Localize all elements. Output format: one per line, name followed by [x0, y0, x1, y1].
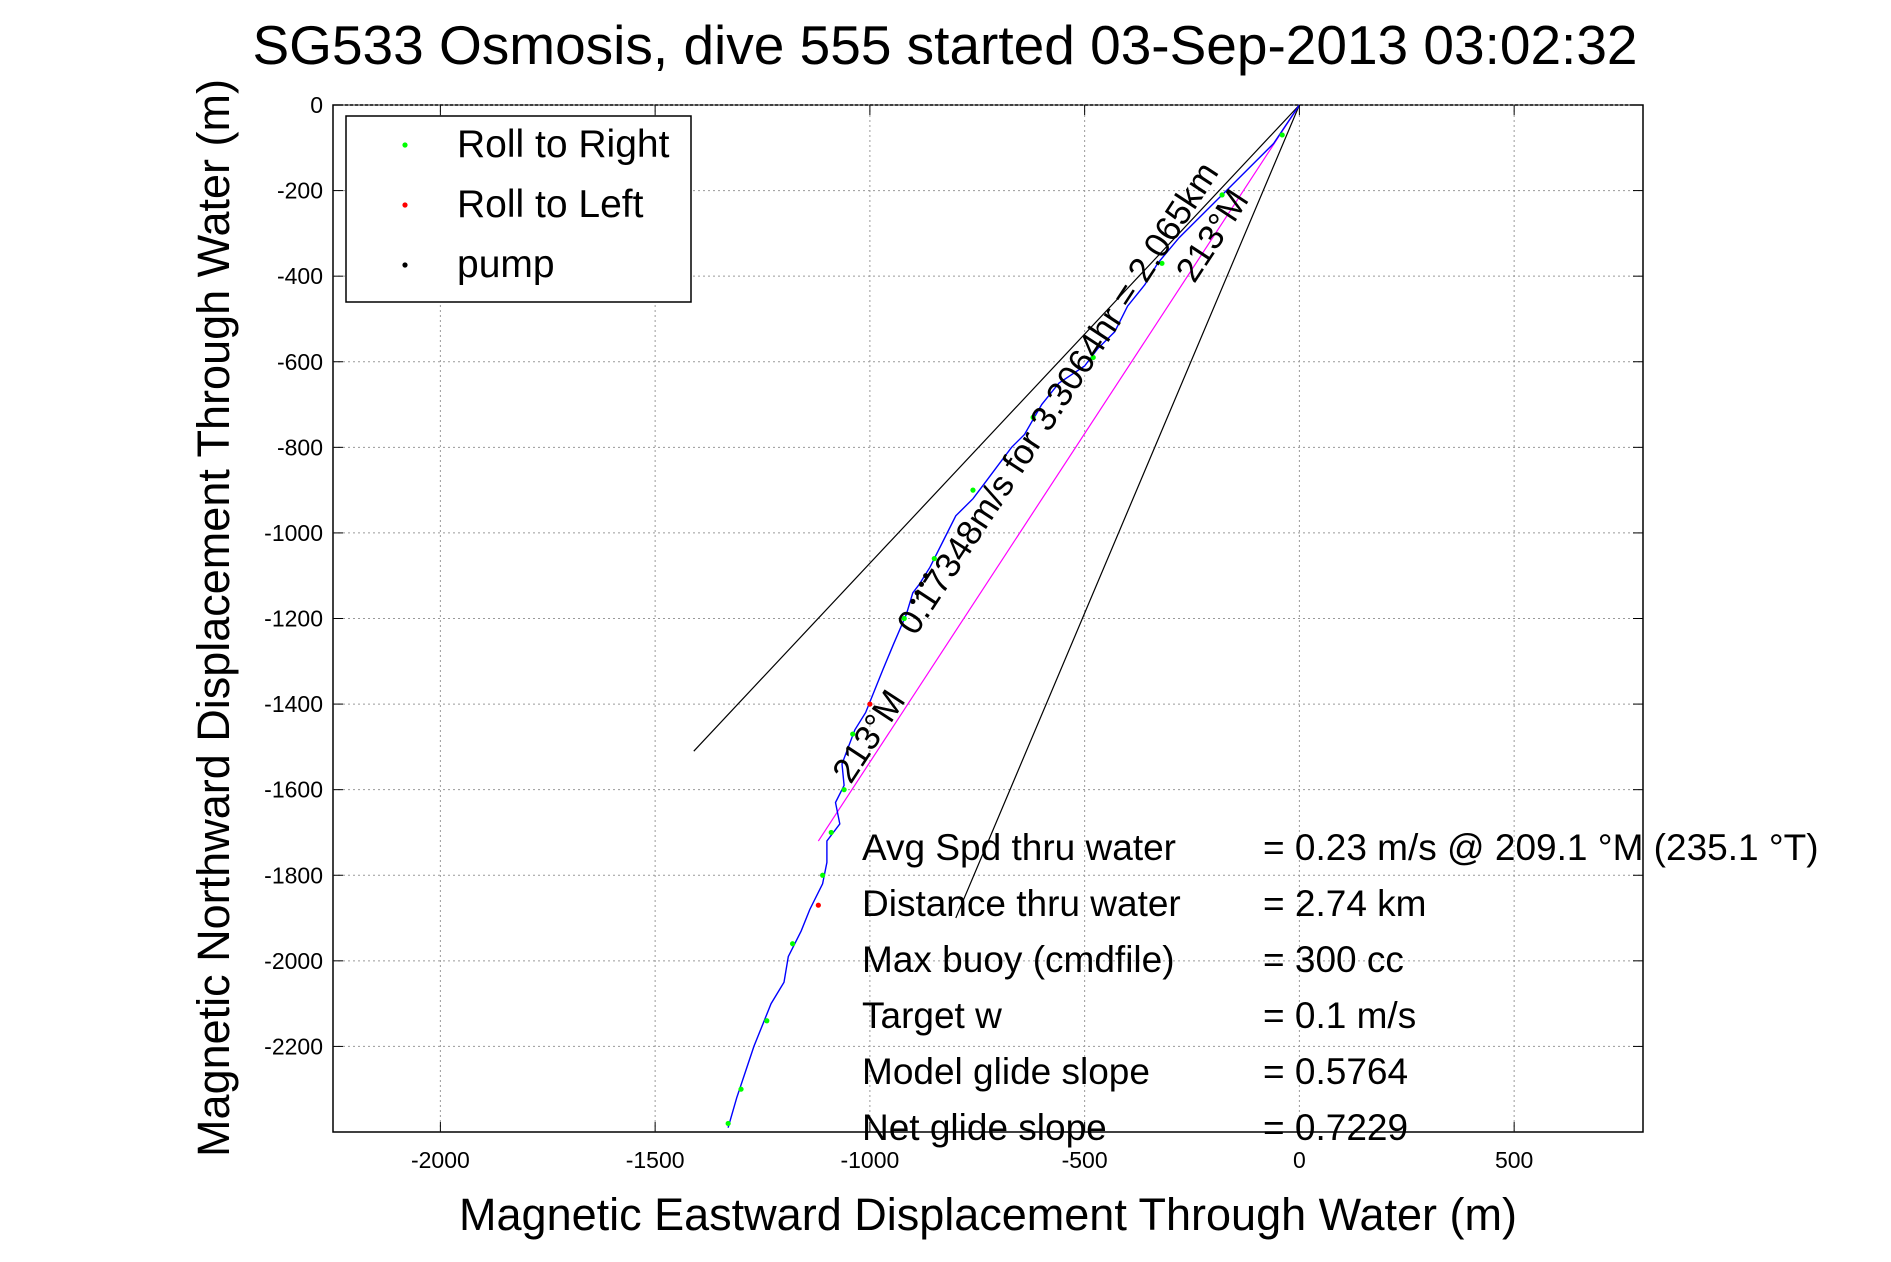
stat-value: = 0.7229 — [1263, 1107, 1408, 1148]
stat-label: Target w — [862, 995, 1002, 1036]
x-tick-label: 0 — [1293, 1147, 1306, 1173]
legend-entry: pump — [457, 243, 555, 286]
stat-value: = 0.5764 — [1263, 1051, 1408, 1092]
glider-track-line — [727, 104, 1300, 1128]
pump-point — [914, 590, 920, 596]
y-tick-label: -2000 — [264, 948, 323, 974]
roll-to-right-point — [1090, 354, 1096, 361]
roll-to-right-point — [901, 615, 907, 622]
y-tick-label: -1600 — [264, 777, 323, 803]
roll-to-right-point — [1030, 414, 1036, 420]
legend-marker — [402, 262, 408, 268]
legend-entry: Roll to Right — [457, 123, 670, 166]
pump-point — [918, 581, 925, 587]
roll-to-right-point — [931, 555, 937, 562]
stat-label: Max buoy (cmdfile) — [862, 939, 1175, 980]
current-line — [955, 104, 1300, 919]
y-axis-label: Magnetic Northward Displacement Through … — [188, 79, 239, 1157]
roll-to-right-point — [725, 1120, 731, 1127]
tick-layer: -2000 -1500 -1000 -500 0 500 0 -200 -400 -600 -800… — [264, 92, 1643, 1173]
x-tick-label: -2000 — [411, 1147, 470, 1173]
pump-point — [923, 573, 929, 579]
roll-to-right-point — [841, 787, 847, 793]
marker-layer — [725, 132, 1285, 1127]
stat-label: Avg Spd thru water — [862, 827, 1176, 868]
legend: Roll to Right Roll to Left pump — [345, 115, 692, 303]
y-tick-label: -400 — [277, 263, 323, 289]
pump-point — [910, 598, 916, 604]
roll-to-right-point — [1219, 192, 1225, 198]
y-tick-label: -1000 — [264, 520, 323, 546]
roll-to-left-point — [867, 701, 873, 707]
current-line — [693, 104, 1300, 752]
x-tick-label: -1000 — [840, 1147, 899, 1173]
y-tick-label: -200 — [277, 178, 323, 204]
roll-to-left-point — [815, 902, 821, 908]
y-tick-label: -1800 — [264, 862, 323, 888]
y-tick-label: -600 — [277, 349, 323, 375]
y-tick-label: -2200 — [264, 1033, 323, 1059]
y-tick-label: 0 — [310, 92, 323, 118]
dive-stats: Avg Spd thru water = 0.23 m/s @ 209.1 °M … — [862, 827, 1819, 1148]
x-tick-label: 500 — [1495, 1147, 1533, 1173]
stat-value: = 2.74 km — [1263, 883, 1427, 924]
x-tick-label: -500 — [1062, 1147, 1108, 1173]
roll-to-right-point — [1159, 260, 1165, 266]
stat-value: = 300 cc — [1263, 939, 1404, 980]
y-tick-label: -1200 — [264, 606, 323, 632]
x-axis-label: Magnetic Eastward Displacement Through W… — [459, 1189, 1517, 1240]
stat-label: Net glide slope — [862, 1107, 1107, 1148]
stat-value: = 0.1 m/s — [1263, 995, 1416, 1036]
track-layer — [727, 104, 1300, 1128]
x-tick-label: -1500 — [626, 1147, 685, 1173]
roll-to-right-point — [970, 487, 976, 493]
legend-entry: Roll to Left — [457, 183, 644, 226]
current-lines — [693, 104, 1300, 919]
roll-to-right-point — [789, 941, 796, 947]
roll-to-right-point — [828, 829, 834, 836]
roll-to-right-point — [850, 731, 856, 737]
y-tick-label: -800 — [277, 434, 323, 460]
chart-title: SG533 Osmosis, dive 555 started 03-Sep-2… — [252, 14, 1637, 76]
stat-label: Distance thru water — [862, 883, 1181, 924]
roll-to-right-point — [738, 1086, 744, 1092]
roll-to-right-point — [820, 872, 826, 878]
roll-to-right-point — [764, 1018, 770, 1024]
stat-label: Model glide slope — [862, 1051, 1150, 1092]
legend-marker — [402, 202, 408, 208]
y-tick-label: -1400 — [264, 691, 323, 717]
heading-line — [817, 104, 1300, 842]
stat-value: = 0.23 m/s @ 209.1 °M (235.1 °T) — [1263, 827, 1819, 868]
legend-marker — [402, 142, 408, 148]
roll-to-right-point — [1279, 132, 1285, 138]
